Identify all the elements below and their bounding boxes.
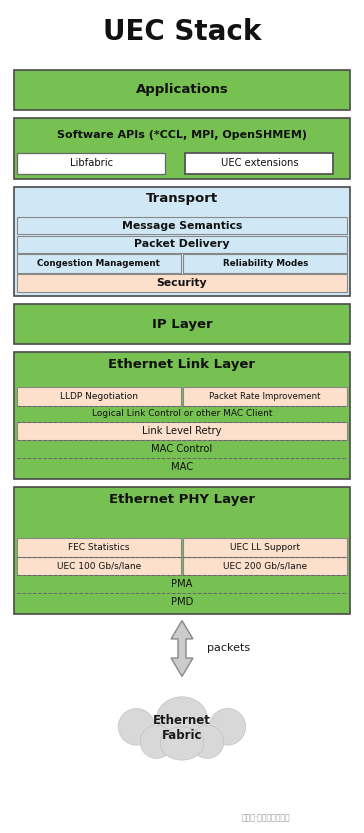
Text: packets: packets	[207, 643, 250, 654]
Text: UEC 100 Gb/s/lane: UEC 100 Gb/s/lane	[57, 561, 141, 571]
Text: UEC LL Support: UEC LL Support	[230, 543, 300, 551]
Text: Ethernet PHY Layer: Ethernet PHY Layer	[109, 493, 255, 506]
Text: Libfabric: Libfabric	[70, 158, 113, 168]
Bar	[17, 387, 181, 406]
Text: LLDP Negotiation: LLDP Negotiation	[60, 392, 138, 401]
Text: Link Level Retry: Link Level Retry	[142, 426, 222, 436]
Bar	[185, 152, 333, 174]
Ellipse shape	[160, 727, 204, 761]
Bar	[14, 487, 350, 614]
Text: PMA: PMA	[171, 579, 193, 589]
Bar	[17, 274, 347, 292]
Bar	[17, 236, 347, 253]
Text: Software APIs (*CCL, MPI, OpenSHMEM): Software APIs (*CCL, MPI, OpenSHMEM)	[57, 130, 307, 140]
Text: Packet Rate Improvement: Packet Rate Improvement	[209, 392, 321, 401]
Text: IP Layer: IP Layer	[152, 317, 212, 331]
Bar	[183, 556, 347, 575]
Bar	[183, 538, 347, 556]
Bar	[14, 70, 350, 110]
Bar	[14, 352, 350, 479]
Text: PMD: PMD	[171, 596, 193, 606]
Ellipse shape	[191, 725, 224, 759]
Text: Message Semantics: Message Semantics	[122, 221, 242, 231]
Ellipse shape	[157, 697, 207, 741]
Text: Logical Link Control or other MAC Client: Logical Link Control or other MAC Client	[92, 409, 272, 418]
Text: Packet Delivery: Packet Delivery	[134, 239, 230, 249]
Bar	[183, 387, 347, 406]
Text: UEC 200 Gb/s/lane: UEC 200 Gb/s/lane	[223, 561, 307, 571]
Ellipse shape	[209, 709, 246, 746]
Bar	[17, 556, 181, 575]
Text: Congestion Management: Congestion Management	[37, 259, 160, 268]
Bar	[17, 217, 347, 234]
Bar	[17, 538, 181, 556]
Text: FEC Statistics: FEC Statistics	[68, 543, 130, 551]
Text: MAC Control: MAC Control	[151, 444, 213, 454]
Text: 公众号·半导体行业观察: 公众号·半导体行业观察	[241, 813, 290, 822]
Text: Ethernet Link Layer: Ethernet Link Layer	[108, 358, 256, 371]
Bar	[17, 254, 181, 273]
Text: Reliability Modes: Reliability Modes	[222, 259, 308, 268]
Text: MAC: MAC	[171, 461, 193, 471]
Text: UEC extensions: UEC extensions	[221, 158, 298, 168]
Bar	[183, 254, 347, 273]
Text: Transport: Transport	[146, 192, 218, 205]
Bar	[17, 152, 165, 174]
Text: Ethernet
Fabric: Ethernet Fabric	[153, 715, 211, 742]
Bar	[14, 118, 350, 179]
Bar	[17, 421, 347, 440]
Ellipse shape	[118, 709, 155, 746]
Bar	[14, 304, 350, 344]
Text: Security: Security	[157, 278, 207, 288]
Text: UEC Stack: UEC Stack	[103, 17, 261, 46]
Ellipse shape	[140, 725, 173, 759]
Text: Applications: Applications	[136, 83, 228, 97]
Bar	[14, 187, 350, 296]
Polygon shape	[171, 621, 193, 676]
